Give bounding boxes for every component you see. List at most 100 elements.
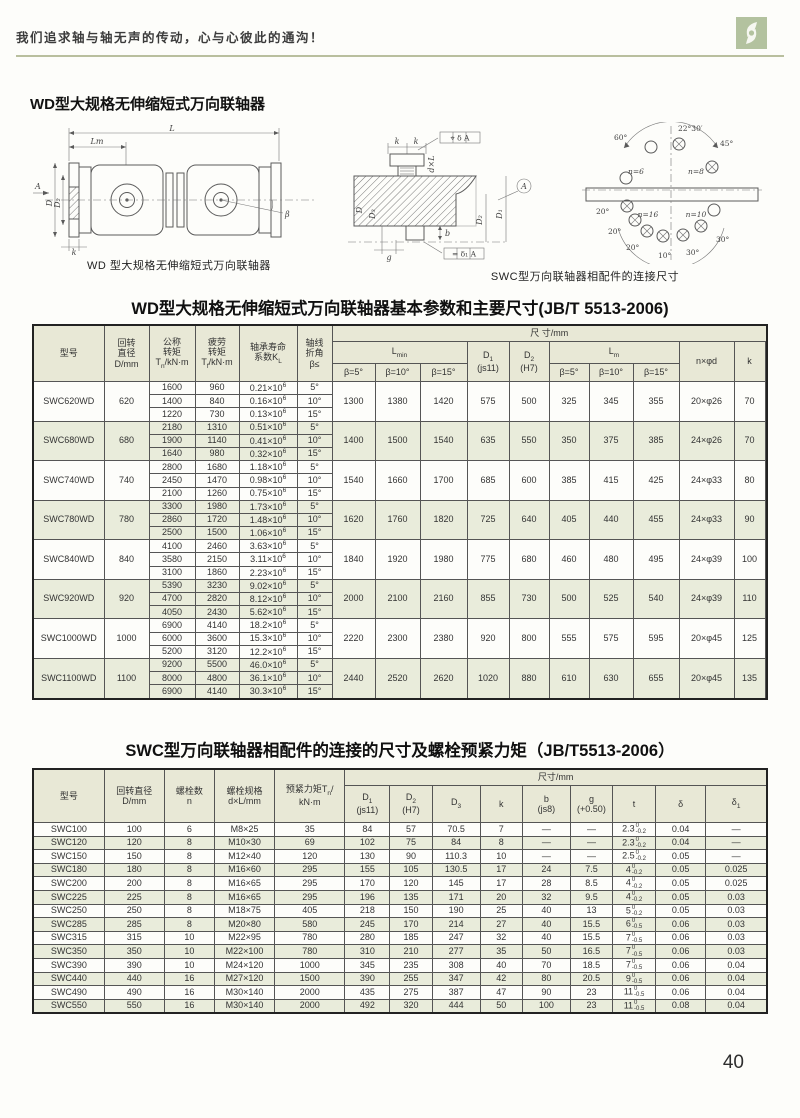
cell: 9200	[148, 657, 196, 673]
cell: 15°	[296, 644, 333, 659]
cell: 780	[274, 930, 346, 946]
cell: 40	[521, 930, 571, 946]
cell: 8000	[148, 671, 196, 686]
column-header: 公称 转矩 Tn/kN·m	[148, 324, 196, 382]
cell: 10°	[296, 473, 333, 488]
cell: SWC350	[32, 944, 105, 959]
cell: 15°	[296, 407, 333, 422]
cell: 3120	[194, 644, 240, 659]
cell: 3.11×106	[238, 552, 298, 567]
table-row: SWC440 440 16 M27×120 1500 390 255 347 42 80 20.5 9…	[32, 971, 768, 987]
cell: 5°	[296, 657, 333, 673]
cell: 550	[508, 420, 550, 462]
cell: 10	[163, 944, 215, 959]
table-row: SWC920WD 920 5390 3230 9.02×106 5° 2000 2100 216…	[32, 578, 767, 620]
cell: 1760	[374, 499, 421, 541]
cell: 455	[632, 499, 680, 541]
cell: 4140	[194, 684, 240, 699]
cell: 250	[103, 903, 165, 919]
cell: 70	[733, 381, 766, 422]
cell: 190	[431, 903, 481, 919]
cell: 135	[733, 657, 766, 700]
cell: 10	[163, 930, 215, 946]
cell: 218	[344, 903, 391, 919]
cell: 1100	[103, 657, 150, 700]
cell: M10×30	[213, 835, 276, 851]
cell: 920	[103, 578, 150, 620]
cell: 855	[466, 578, 510, 620]
cell: 2800	[148, 460, 196, 475]
wd-figure-caption: WD 型大规格无伸缩短式万向联轴器	[87, 260, 271, 272]
cell: 70.5	[431, 822, 481, 837]
cell: 130	[344, 849, 391, 864]
cell: 308	[431, 957, 481, 973]
column-header: g (+0.50)	[569, 785, 614, 823]
cell: 40	[521, 903, 571, 919]
cell: 10°	[296, 512, 333, 528]
cell: 0.06	[655, 985, 707, 1000]
cell: 387	[431, 985, 481, 1000]
cell: 0.21×106	[238, 380, 298, 396]
cell: 640	[508, 499, 550, 541]
cell: 15°	[296, 684, 333, 699]
table-row: 1400 840 0.16×106 10°	[33, 394, 767, 409]
cell: 28	[521, 876, 571, 891]
cell: 1.48×106	[238, 512, 298, 528]
column-header-dims: 尺 寸/mm	[331, 324, 768, 342]
cell: 10°	[296, 671, 333, 686]
swc-figure-caption: SWC型万向联轴器相配件的连接尺寸	[490, 271, 680, 283]
column-header: Lmin	[331, 341, 468, 364]
cell: 0.05	[655, 849, 707, 864]
cell: 7	[479, 822, 523, 837]
cell: 0.025	[705, 862, 768, 878]
cell: 1540	[419, 420, 468, 462]
cell: 2860	[148, 512, 196, 528]
cell: 24×φ26	[678, 420, 735, 462]
cell: 500	[508, 381, 550, 422]
cell: 0.75×106	[238, 486, 298, 501]
cell: 214	[431, 917, 481, 932]
cell: 10°	[296, 591, 333, 607]
column-header: β=15°	[632, 363, 680, 382]
cell: 32	[521, 889, 571, 905]
dim-label-D2: D₂	[53, 198, 62, 209]
cell: 15°	[296, 446, 333, 462]
angle-label-20a: 20°	[596, 207, 610, 216]
cell: 35	[479, 944, 523, 959]
angle-label-30a: 30°	[686, 248, 700, 257]
cell: 0.06	[655, 957, 707, 973]
column-header: β=5°	[548, 363, 590, 382]
cell: 4800	[194, 671, 240, 686]
cell: M18×75	[213, 903, 276, 919]
cell: 23	[569, 998, 614, 1014]
header-divider	[16, 55, 784, 57]
cell: 2500	[148, 526, 196, 541]
cell: 0.98×106	[238, 473, 298, 488]
cell: M22×100	[213, 944, 276, 959]
cell: 35	[274, 822, 346, 837]
cell: 50	[521, 944, 571, 959]
cell: 20×φ45	[678, 618, 735, 659]
cell: SWC840WD	[32, 539, 105, 580]
table-row: SWC680WD 680 2180 1310 0.51×106 5° 1400 1500 154…	[32, 420, 767, 462]
cell: 3230	[194, 578, 240, 594]
cell: 180	[103, 862, 165, 878]
swc-table-title: SWC型万向联轴器相配件的连接的尺寸及螺栓预紧力矩（JB/T5513-2006）	[125, 742, 675, 760]
cell: 345	[588, 381, 634, 422]
cell: 405	[274, 903, 346, 919]
column-header: β=10°	[588, 363, 634, 382]
cell: 5.62×106	[238, 605, 298, 620]
cell: 8	[163, 903, 215, 919]
column-header: k	[479, 785, 523, 823]
cell: 20×φ26	[678, 381, 735, 422]
cell: 4 0 -0.2	[611, 876, 657, 891]
cell: 84	[431, 835, 481, 851]
cell: 2180	[148, 420, 196, 435]
cell: 8.5	[569, 876, 614, 891]
cell: 2520	[374, 657, 421, 700]
wd-coupling-drawing: L Lm A D D₂	[25, 125, 333, 255]
cell: 285	[103, 917, 165, 932]
cell: 135	[389, 889, 433, 905]
cell: 780	[274, 944, 346, 959]
